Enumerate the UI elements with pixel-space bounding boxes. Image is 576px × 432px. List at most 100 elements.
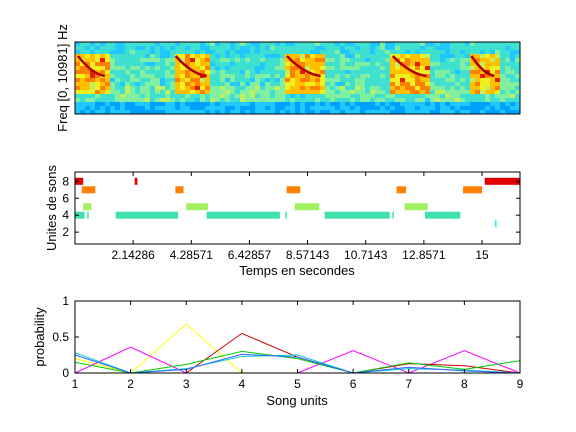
spectrogram-cell — [445, 62, 450, 66]
spectrogram-cell — [490, 86, 495, 90]
spectrogram-cell — [155, 62, 160, 66]
spectrogram-cell — [375, 82, 380, 86]
spectrogram-cell — [380, 70, 385, 74]
spectrogram-cell — [290, 94, 295, 98]
spectrogram-cell — [510, 66, 515, 70]
spectrogram-cell — [510, 58, 515, 62]
spectrogram-cell — [365, 74, 370, 78]
spectrogram-cell — [125, 78, 130, 82]
spectrogram-cell — [315, 70, 320, 74]
spectrogram-cell — [490, 82, 495, 86]
spectrogram-cell — [330, 62, 335, 66]
spectrogram-cell — [140, 42, 145, 46]
spectrogram-cell — [360, 62, 365, 66]
spectrogram-cell — [390, 86, 395, 90]
spectrogram-cell — [220, 50, 225, 54]
spectrogram-cell — [400, 66, 405, 70]
spectrogram-cell — [235, 110, 240, 114]
spectrogram-cell — [495, 62, 500, 66]
spectrogram-cell — [330, 82, 335, 86]
spectrogram-cell — [105, 102, 110, 106]
spectrogram-cell — [305, 78, 310, 82]
spectrogram-cell — [150, 66, 155, 70]
spectrogram-cell — [510, 110, 515, 114]
spectrogram-cell — [515, 82, 520, 86]
spectrogram-cell — [350, 86, 355, 90]
spectrogram-cell — [390, 74, 395, 78]
spectrogram-cell — [465, 106, 470, 110]
spectrogram-cell — [120, 90, 125, 94]
spectrogram-cell — [285, 102, 290, 106]
spectrogram-cell — [180, 106, 185, 110]
spectrogram-cell — [405, 106, 410, 110]
spectrogram-cell — [415, 54, 420, 58]
x-tick-label: 4.28571 — [170, 248, 214, 262]
spectrogram-cell — [115, 46, 120, 50]
spectrogram-cell — [395, 102, 400, 106]
spectrogram-cell — [275, 94, 280, 98]
spectrogram-cell — [190, 62, 195, 66]
spectrogram-cell — [465, 82, 470, 86]
spectrogram-cell — [130, 106, 135, 110]
spectrogram-cell — [490, 62, 495, 66]
spectrogram-cell — [430, 42, 435, 46]
spectrogram-cell — [330, 58, 335, 62]
spectrogram-cell — [355, 86, 360, 90]
spectrogram-cell — [240, 62, 245, 66]
spectrogram-cell — [275, 58, 280, 62]
spectrogram-cell — [500, 42, 505, 46]
spectrogram-cell — [410, 74, 415, 78]
spectrogram-cell — [510, 42, 515, 46]
spectrogram-cell — [125, 54, 130, 58]
spectrogram-cell — [410, 58, 415, 62]
spectrogram-cell — [115, 106, 120, 110]
spectrogram-cell — [110, 50, 115, 54]
spectrogram-cell — [325, 66, 330, 70]
spectrogram-cell — [330, 50, 335, 54]
spectrogram-cell — [170, 54, 175, 58]
spectrogram-cell — [260, 42, 265, 46]
spectrogram-cell — [510, 102, 515, 106]
spectrogram-cell — [515, 94, 520, 98]
spectrogram-cell — [150, 106, 155, 110]
spectrogram-cell — [450, 66, 455, 70]
spectrogram-cell — [440, 78, 445, 82]
spectrogram-cell — [340, 46, 345, 50]
spectrogram-cell — [160, 58, 165, 62]
spectrogram-cell — [440, 94, 445, 98]
spectrogram-cell — [300, 70, 305, 74]
spectrogram-cell — [370, 46, 375, 50]
spectrogram-cell — [125, 46, 130, 50]
spectrogram-cell — [295, 98, 300, 102]
spectrogram-cell — [505, 66, 510, 70]
spectrogram-cell — [305, 102, 310, 106]
spectrogram-cell — [150, 62, 155, 66]
spectrogram-cell — [340, 58, 345, 62]
spectrogram-cell — [375, 70, 380, 74]
spectrogram-cell — [340, 94, 345, 98]
units-x-ticks: 2.14286 4.28571 6.42857 8.57143 10.7143 12.85… — [111, 172, 489, 262]
spectrogram-cell — [375, 46, 380, 50]
spectrogram-cell — [235, 50, 240, 54]
spectrogram-cell — [420, 78, 425, 82]
spectrogram-cell — [225, 82, 230, 86]
spectrogram-cell — [370, 102, 375, 106]
spectrogram-cell — [305, 86, 310, 90]
spectrogram-cell — [200, 54, 205, 58]
spectrogram-cell — [500, 50, 505, 54]
spectrogram-cell — [280, 82, 285, 86]
spectrogram-cell — [160, 74, 165, 78]
spectrogram-cell — [365, 78, 370, 82]
spectrogram-cell — [225, 42, 230, 46]
spectrogram-cell — [325, 94, 330, 98]
spectrogram-cell — [330, 54, 335, 58]
spectrogram-cell — [240, 86, 245, 90]
spectrogram-cell — [515, 66, 520, 70]
spectrogram-cell — [255, 62, 260, 66]
spectrogram-cell — [400, 50, 405, 54]
spectrogram-cell — [440, 58, 445, 62]
spectrogram-cell — [360, 110, 365, 114]
spectrogram-cell — [300, 106, 305, 110]
spectrogram-cell — [110, 94, 115, 98]
spectrogram-cell — [345, 78, 350, 82]
